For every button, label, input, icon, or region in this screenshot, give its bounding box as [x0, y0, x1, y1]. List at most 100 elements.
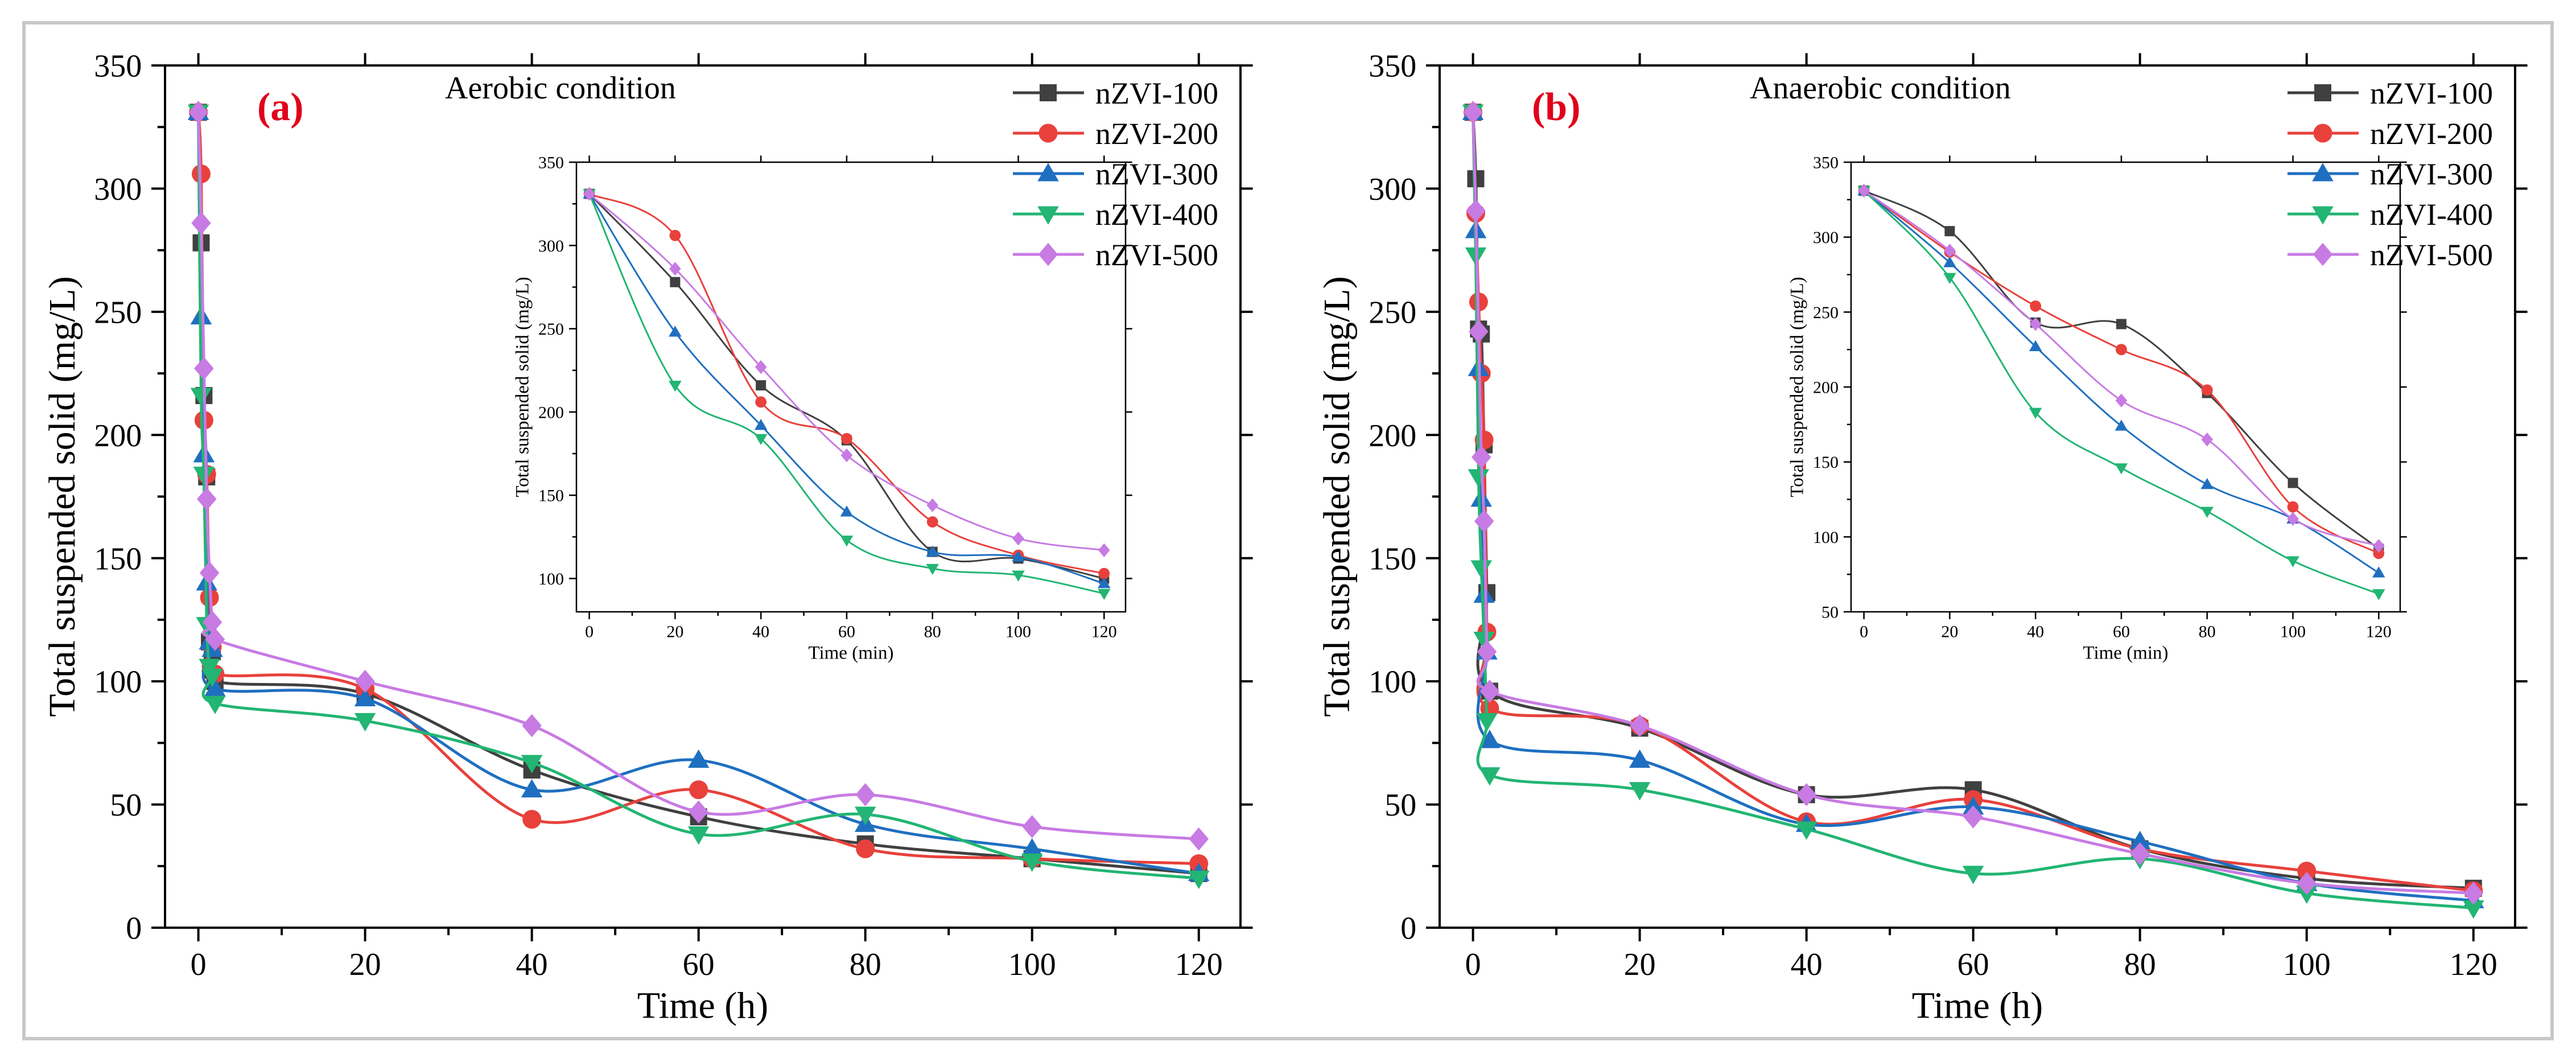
- legend-label-nzvi-100: nZVI-100: [2370, 76, 2493, 110]
- data-point-nzvi-500: [1466, 199, 1486, 223]
- inset-data-point-nzvi-200: [669, 229, 681, 241]
- inset-data-point-nzvi-200: [926, 516, 938, 528]
- inset-y-tick-label: 200: [538, 403, 564, 422]
- panel-b: 0 20 40 60 80 100 120050100150200250300350Time…: [1316, 49, 2528, 1027]
- inset-y-tick-label: 350: [538, 154, 564, 172]
- inset-data-point-nzvi-500: [1944, 244, 1956, 258]
- data-point-nzvi-500: [355, 669, 375, 693]
- inset-x-tick-label: 120: [2366, 623, 2392, 641]
- panel-a: 0 20 40 60 80 100 120050100150200250300350Time…: [42, 49, 1253, 1027]
- main-y-tick-label: 0: [126, 911, 142, 946]
- data-point-nzvi-500: [2297, 871, 2317, 895]
- data-point-nzvi-400: [1629, 782, 1651, 801]
- inset-data-point-nzvi-500: [2287, 512, 2299, 526]
- figure-border: [22, 21, 2554, 1040]
- inset-series-line-nzvi-200: [588, 193, 1104, 575]
- inset-data-point-nzvi-100: [1944, 226, 1955, 237]
- main-y-tick-label: 300: [1369, 172, 1416, 207]
- inset-x-tick-label: 120: [1091, 623, 1117, 641]
- data-point-nzvi-500: [1963, 805, 1983, 829]
- panel-label: (b): [1532, 85, 1581, 129]
- main-x-tick-label: 40: [516, 947, 548, 982]
- inset-series-line-nzvi-300: [1863, 190, 2380, 574]
- main-y-tick-label: 350: [1369, 49, 1416, 84]
- inset-data-point-nzvi-300: [840, 505, 854, 517]
- main-x-tick-label: 0: [1465, 947, 1481, 982]
- legend-label-nzvi-500: nZVI-500: [1095, 238, 1218, 272]
- data-point-nzvi-300: [1629, 749, 1651, 768]
- data-point-nzvi-300: [1021, 838, 1043, 857]
- data-point-nzvi-400: [1473, 632, 1495, 651]
- data-point-nzvi-500: [191, 211, 211, 235]
- main-y-axis-label: Total suspended solid (mg/L): [42, 276, 83, 717]
- legend-marker-nzvi-100: [1040, 84, 1057, 101]
- data-point-nzvi-500: [1630, 714, 1650, 738]
- inset-y-tick-label: 250: [1813, 303, 1839, 322]
- inset-y-tick-label: 250: [538, 320, 564, 339]
- data-point-nzvi-300: [1470, 488, 1493, 507]
- data-point-nzvi-500: [855, 783, 875, 806]
- inset-data-point-nzvi-500: [669, 262, 681, 276]
- inset-y-tick-label: 350: [1813, 154, 1839, 172]
- inset-x-tick-label: 80: [2199, 623, 2216, 641]
- data-point-nzvi-300: [1473, 584, 1495, 603]
- inset-data-point-nzvi-300: [669, 326, 682, 337]
- main-y-tick-label: 50: [1384, 788, 1416, 823]
- legend-marker-nzvi-300: [2312, 163, 2334, 182]
- data-point-nzvi-400: [193, 467, 215, 485]
- inset-x-tick-label: 0: [585, 623, 593, 641]
- main-y-tick-label: 150: [94, 541, 142, 577]
- inset-data-point-nzvi-500: [1012, 532, 1024, 546]
- inset-data-point-nzvi-300: [2115, 419, 2128, 431]
- legend-marker-nzvi-200: [2313, 124, 2332, 143]
- inset-y-tick-label: 150: [1813, 453, 1839, 472]
- data-point-nzvi-400: [1479, 767, 1501, 786]
- inset-data-point-nzvi-500: [840, 448, 853, 463]
- data-point-nzvi-500: [2130, 842, 2150, 866]
- inset-data-point-nzvi-300: [754, 419, 768, 430]
- legend-marker-nzvi-400: [2312, 206, 2334, 225]
- inset-data-point-nzvi-400: [754, 434, 768, 445]
- inset-y-tick-label: 200: [1813, 378, 1839, 397]
- inset-data-point-nzvi-500: [1858, 183, 1870, 198]
- inset-x-tick-label: 100: [2280, 623, 2306, 641]
- inset-data-point-nzvi-100: [2288, 478, 2298, 488]
- inset-data-point-nzvi-400: [2029, 407, 2042, 419]
- inset-x-tick-label: 60: [2113, 623, 2130, 641]
- inset-data-point-nzvi-100: [2116, 319, 2126, 330]
- inset-y-axis-label: Total suspended solid (mg/L): [512, 277, 533, 497]
- inset-data-point-nzvi-400: [1012, 570, 1025, 582]
- main-x-tick-label: 100: [2283, 947, 2331, 982]
- inset-data-point-nzvi-300: [926, 545, 939, 557]
- data-point-nzvi-500: [1796, 783, 1816, 806]
- data-point-nzvi-500: [197, 487, 217, 511]
- data-point-nzvi-500: [1474, 509, 1494, 533]
- inset-data-point-nzvi-500: [2372, 538, 2385, 553]
- data-point-nzvi-500: [199, 561, 220, 584]
- inset-plot-frame: [575, 161, 1127, 613]
- data-point-nzvi-500: [522, 714, 542, 738]
- condition-annotation: Aerobic condition: [445, 71, 676, 106]
- legend-label-nzvi-400: nZVI-400: [1095, 197, 1218, 232]
- inset-series-line-nzvi-400: [1863, 190, 2379, 595]
- inset-data-point-nzvi-300: [2200, 478, 2214, 489]
- data-point-nzvi-400: [1021, 853, 1043, 872]
- inset-data-point-nzvi-400: [1098, 588, 1111, 600]
- legend-label-nzvi-100: nZVI-100: [1095, 76, 1218, 110]
- data-point-nzvi-500: [1477, 640, 1497, 664]
- data-point-nzvi-200: [522, 810, 542, 829]
- inset-x-tick-label: 20: [666, 623, 683, 641]
- main-x-tick-label: 80: [2124, 947, 2156, 982]
- inset-data-point-nzvi-100: [756, 380, 766, 391]
- inset-x-tick-label: 40: [752, 623, 769, 641]
- inset-data-point-nzvi-200: [2116, 344, 2127, 356]
- series-line-nzvi-400: [197, 112, 1199, 880]
- inset-x-tick-label: 40: [2027, 623, 2044, 641]
- data-point-nzvi-400: [521, 755, 543, 773]
- inset-data-point-nzvi-400: [2372, 589, 2385, 600]
- inset-data-point-nzvi-300: [1098, 577, 1111, 588]
- inset-data-point-nzvi-200: [2201, 384, 2213, 396]
- main-plot-frame: [164, 64, 1242, 929]
- main-x-tick-label: 100: [1008, 947, 1056, 982]
